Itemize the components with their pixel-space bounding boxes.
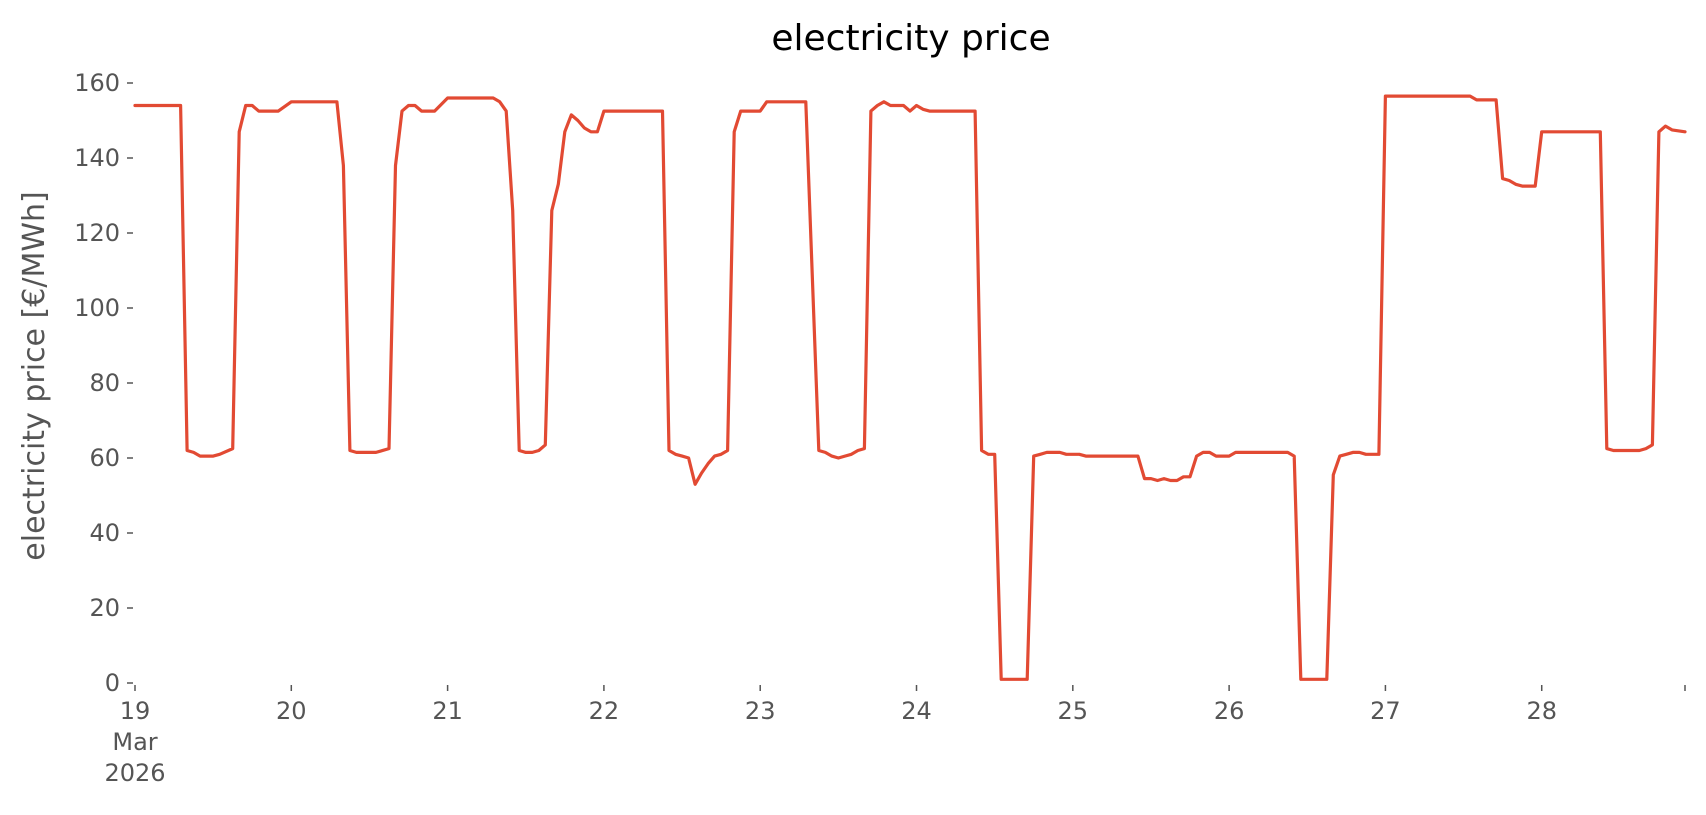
- x-tick-label: 22: [589, 697, 620, 725]
- chart-title: electricity price: [771, 18, 1050, 59]
- series-group: [133, 94, 1687, 681]
- y-tick-label: 140: [74, 144, 120, 172]
- y-tick-label: 80: [89, 369, 120, 397]
- x-tick-label: 24: [901, 697, 932, 725]
- y-tick-label: 120: [74, 219, 120, 247]
- x-tick-label: 26: [1214, 697, 1245, 725]
- x-axis: 19 Mar 2026 20 21 22 23 24 25 26 27 28: [104, 685, 1686, 787]
- x-tick-label: 23: [745, 697, 776, 725]
- x-tick-label: 19: [120, 697, 151, 725]
- y-tick-label: 60: [89, 444, 120, 472]
- y-axis: 0 20 40 60 80 100 120 140 160: [74, 69, 133, 697]
- y-tick-label: 0: [105, 669, 120, 697]
- x-tick-label: 27: [1370, 697, 1401, 725]
- series-line: [133, 94, 1687, 681]
- x-tick-label: 20: [276, 697, 307, 725]
- x-tick-sublabel: Mar: [112, 728, 157, 756]
- x-tick-label: 28: [1526, 697, 1557, 725]
- y-axis-label: electricity price [€/MWh]: [17, 191, 52, 560]
- x-tick-sublabel: 2026: [104, 759, 165, 787]
- y-tick-label: 100: [74, 294, 120, 322]
- y-tick-label: 160: [74, 69, 120, 97]
- x-tick-label: 21: [432, 697, 463, 725]
- x-tick-label: 25: [1058, 697, 1089, 725]
- y-tick-label: 40: [89, 519, 120, 547]
- y-tick-label: 20: [89, 594, 120, 622]
